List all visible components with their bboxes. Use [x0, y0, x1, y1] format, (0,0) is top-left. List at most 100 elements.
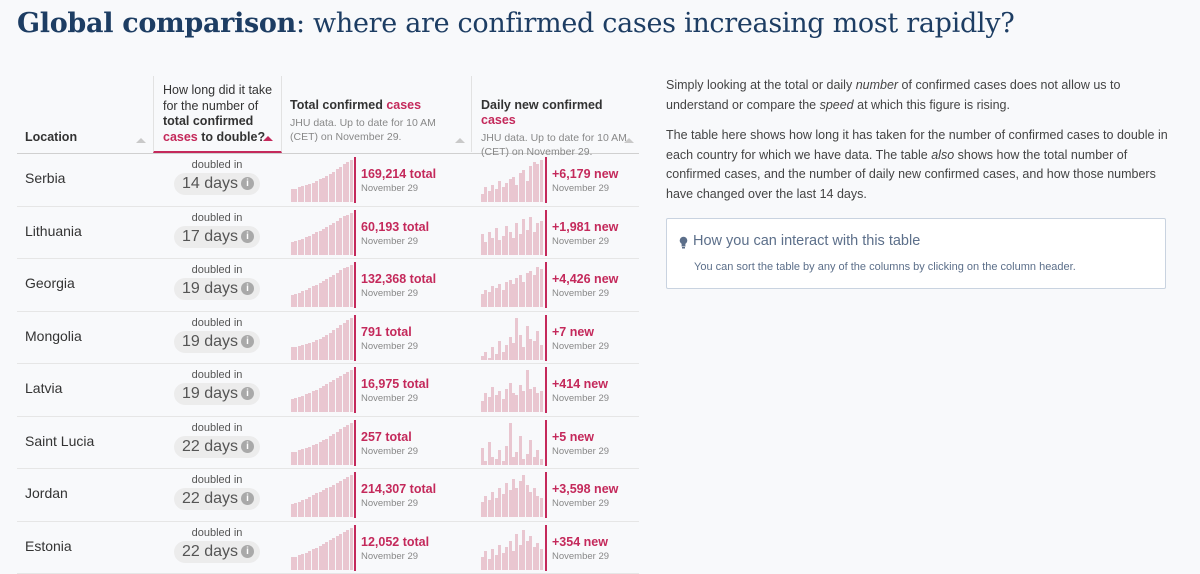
row-total: 60,193 total November 29 — [361, 220, 429, 247]
row-total-date: November 29 — [361, 341, 418, 352]
row-new-value: +5 new — [552, 430, 609, 444]
info-icon[interactable]: i — [241, 335, 254, 348]
daily-sparkline — [481, 158, 545, 202]
row-total-date: November 29 — [361, 236, 429, 247]
info-icon[interactable]: i — [241, 492, 254, 505]
row-new: +5 new November 29 — [552, 430, 609, 457]
row-new-date: November 29 — [552, 183, 618, 194]
row-new-date: November 29 — [552, 551, 609, 562]
row-location: Latvia — [25, 380, 62, 396]
row-new-date: November 29 — [552, 236, 618, 247]
row-location: Jordan — [25, 485, 68, 501]
column-header-total-text: Total confirmed cases JHU data. Up to da… — [290, 98, 465, 144]
daily-sparkline — [481, 316, 545, 360]
total-marker-line — [354, 420, 356, 466]
row-doubling-value: 19 days — [182, 280, 238, 297]
daily-sparkline — [481, 368, 545, 412]
info-icon[interactable]: i — [241, 440, 254, 453]
row-total-value: 60,193 total — [361, 220, 429, 234]
total-sparkline-bar — [350, 265, 353, 307]
daily-marker-line — [545, 367, 547, 413]
p1-em-speed: speed — [820, 98, 854, 112]
total-sparkline — [291, 421, 355, 465]
total-sparkline — [291, 263, 355, 307]
row-total-date: November 29 — [361, 551, 429, 562]
row-new: +7 new November 29 — [552, 325, 609, 352]
row-location: Lithuania — [25, 223, 82, 239]
row-doubling-value: 22 days — [182, 490, 238, 507]
total-marker-line — [354, 210, 356, 256]
interact-info-box[interactable]: How you can interact with this table You… — [666, 218, 1166, 289]
column-header-location[interactable]: Location — [17, 76, 152, 152]
sort-arrow-icon — [136, 138, 146, 143]
daily-sparkline-bar — [540, 459, 543, 465]
row-total-value: 791 total — [361, 325, 418, 339]
row-new-date: November 29 — [552, 446, 609, 457]
daily-marker-line — [545, 315, 547, 361]
sort-arrow-active-icon — [263, 136, 273, 141]
p1-text-a: Simply looking at the total or daily — [666, 78, 856, 92]
total-sparkline-bar — [350, 528, 353, 570]
total-sparkline — [291, 368, 355, 412]
row-new-value: +4,426 new — [552, 272, 618, 286]
doubling-table: Location How long did it take for the nu… — [17, 76, 639, 574]
row-total-date: November 29 — [361, 288, 436, 299]
daily-marker-line — [545, 472, 547, 518]
column-header-total[interactable]: Total confirmed cases JHU data. Up to da… — [281, 76, 471, 152]
column-header-daily[interactable]: Daily new confirmed cases JHU data. Up t… — [471, 76, 640, 152]
row-total: 791 total November 29 — [361, 325, 418, 352]
row-doubling-value: 14 days — [182, 175, 238, 192]
row-new-date: November 29 — [552, 288, 618, 299]
column-header-daily-text: Daily new confirmed cases JHU data. Up t… — [481, 98, 636, 159]
info-icon[interactable]: i — [241, 282, 254, 295]
column-header-total-title-text: Total confirmed — [290, 98, 386, 112]
row-new-date: November 29 — [552, 341, 609, 352]
daily-sparkline — [481, 526, 545, 570]
row-doubling-value: 17 days — [182, 228, 238, 245]
interact-text: You can sort the table by any of the col… — [694, 261, 1076, 273]
row-doubled-label: doubled in — [153, 422, 281, 434]
total-marker-line — [354, 472, 356, 518]
info-icon[interactable]: i — [241, 177, 254, 190]
total-marker-line — [354, 262, 356, 308]
info-icon[interactable]: i — [241, 387, 254, 400]
row-total-date: November 29 — [361, 183, 436, 194]
page-title-rest: : where are confirmed cases increasing m… — [296, 8, 1014, 39]
daily-marker-line — [545, 420, 547, 466]
total-marker-line — [354, 367, 356, 413]
row-total: 12,052 total November 29 — [361, 535, 429, 562]
total-sparkline — [291, 473, 355, 517]
info-icon[interactable]: i — [241, 230, 254, 243]
row-new: +3,598 new November 29 — [552, 482, 618, 509]
info-icon[interactable]: i — [241, 545, 254, 558]
row-new: +354 new November 29 — [552, 535, 609, 562]
row-doubled-label: doubled in — [153, 369, 281, 381]
total-sparkline-bar — [350, 160, 353, 202]
daily-sparkline-bar — [540, 549, 543, 570]
row-new: +1,981 new November 29 — [552, 220, 618, 247]
row-new-value: +354 new — [552, 535, 609, 549]
row-location: Mongolia — [25, 328, 82, 344]
column-header-doubling-label: How long did it take for the number of t… — [163, 83, 272, 145]
explanation-paragraph-2: The table here shows how long it has tak… — [666, 126, 1171, 204]
column-header-doubling[interactable]: How long did it take for the number of t… — [153, 76, 282, 153]
sort-arrow-icon — [624, 138, 634, 143]
total-sparkline — [291, 526, 355, 570]
row-doubled-label: doubled in — [153, 317, 281, 329]
